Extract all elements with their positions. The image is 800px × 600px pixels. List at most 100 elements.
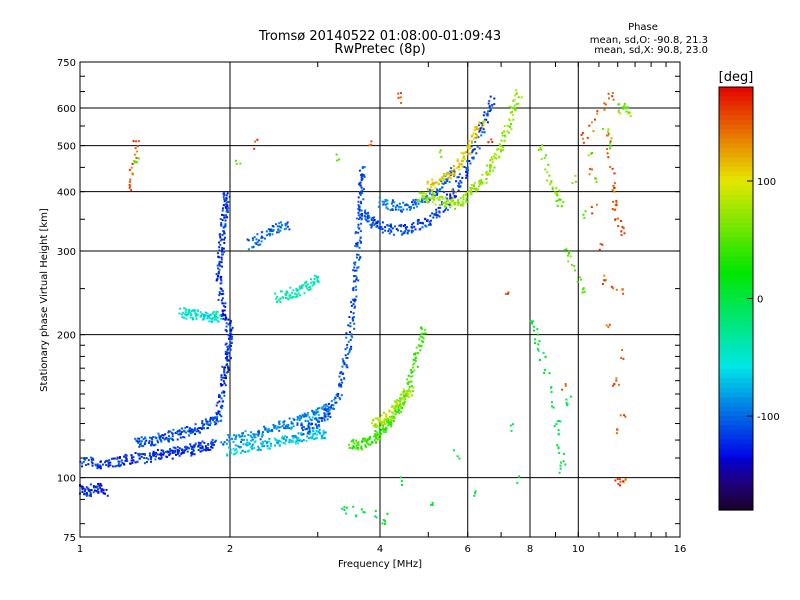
data-point bbox=[358, 191, 361, 193]
y-tick-label: 500 bbox=[57, 142, 76, 153]
data-point bbox=[84, 457, 87, 459]
data-point bbox=[264, 427, 267, 430]
data-point bbox=[355, 269, 358, 272]
data-point bbox=[537, 148, 540, 151]
data-point bbox=[414, 228, 417, 231]
data-point bbox=[159, 452, 162, 455]
data-point bbox=[410, 226, 413, 229]
data-point bbox=[465, 197, 468, 200]
data-point bbox=[353, 266, 356, 269]
data-point bbox=[603, 102, 606, 105]
data-point bbox=[617, 483, 620, 485]
data-point bbox=[400, 397, 403, 400]
data-point bbox=[436, 214, 439, 217]
data-point bbox=[349, 325, 352, 328]
data-point bbox=[432, 184, 435, 187]
data-point bbox=[514, 94, 517, 97]
data-point bbox=[323, 404, 326, 407]
data-point bbox=[436, 197, 439, 200]
data-point bbox=[461, 176, 464, 179]
data-point bbox=[190, 445, 193, 448]
data-point bbox=[134, 437, 137, 440]
data-point bbox=[607, 128, 610, 131]
data-point bbox=[392, 205, 395, 207]
colorbar-strip bbox=[719, 364, 753, 370]
data-point bbox=[443, 201, 446, 204]
data-point bbox=[162, 453, 165, 456]
data-point bbox=[201, 420, 204, 423]
data-point bbox=[145, 439, 148, 442]
data-point bbox=[188, 434, 190, 437]
data-point bbox=[414, 198, 417, 201]
data-point bbox=[426, 182, 429, 185]
data-point bbox=[261, 440, 264, 443]
y-tick-label: 75 bbox=[63, 533, 76, 544]
data-point bbox=[478, 179, 481, 182]
data-point bbox=[215, 311, 218, 314]
data-point bbox=[89, 491, 92, 494]
data-point bbox=[478, 130, 481, 133]
colorbar-strip bbox=[719, 359, 753, 365]
data-point bbox=[456, 455, 459, 458]
data-point bbox=[290, 422, 293, 425]
data-point bbox=[293, 292, 296, 295]
data-point bbox=[489, 95, 492, 98]
data-point bbox=[228, 337, 230, 340]
data-point bbox=[348, 316, 351, 319]
data-point bbox=[229, 334, 232, 337]
data-point bbox=[587, 154, 590, 157]
data-point bbox=[354, 280, 357, 283]
data-point bbox=[490, 156, 493, 159]
data-point bbox=[220, 279, 223, 282]
data-point bbox=[225, 214, 227, 217]
data-point bbox=[426, 180, 429, 183]
data-point bbox=[553, 425, 556, 428]
data-point bbox=[598, 248, 601, 251]
data-point bbox=[297, 439, 300, 442]
data-point bbox=[197, 441, 200, 444]
data-point bbox=[418, 191, 421, 194]
data-point bbox=[224, 305, 227, 308]
data-point bbox=[205, 448, 207, 451]
data-point bbox=[457, 176, 460, 179]
data-point bbox=[313, 411, 316, 414]
data-point bbox=[627, 106, 629, 109]
data-point bbox=[620, 356, 623, 359]
data-point bbox=[434, 194, 437, 197]
data-point bbox=[372, 424, 375, 427]
data-point bbox=[227, 318, 230, 321]
data-point bbox=[428, 197, 431, 200]
data-point bbox=[300, 432, 303, 435]
data-point bbox=[466, 176, 469, 179]
data-point bbox=[400, 480, 403, 483]
data-point bbox=[347, 340, 350, 343]
data-point bbox=[583, 290, 586, 293]
data-point bbox=[222, 443, 225, 446]
data-point bbox=[474, 140, 477, 143]
data-point bbox=[502, 146, 505, 149]
data-point bbox=[559, 198, 562, 201]
data-point bbox=[261, 435, 264, 438]
data-point bbox=[304, 282, 307, 285]
data-point bbox=[425, 193, 428, 195]
data-point bbox=[466, 168, 469, 171]
data-point bbox=[286, 291, 289, 293]
data-point bbox=[371, 223, 373, 226]
data-point bbox=[227, 434, 230, 436]
data-point bbox=[413, 206, 415, 209]
x-tick-label: 8 bbox=[527, 544, 533, 555]
data-point bbox=[431, 201, 434, 204]
data-point bbox=[499, 148, 502, 151]
data-point bbox=[353, 263, 356, 266]
data-point bbox=[406, 391, 409, 394]
data-point bbox=[211, 438, 214, 441]
data-point bbox=[261, 236, 264, 239]
data-point bbox=[225, 199, 228, 202]
colorbar-strip bbox=[719, 157, 753, 163]
data-point bbox=[351, 298, 354, 301]
data-point bbox=[225, 197, 228, 200]
data-point bbox=[359, 256, 362, 259]
data-point bbox=[102, 492, 105, 495]
colorbar-strip bbox=[719, 204, 753, 210]
data-point bbox=[197, 444, 200, 447]
